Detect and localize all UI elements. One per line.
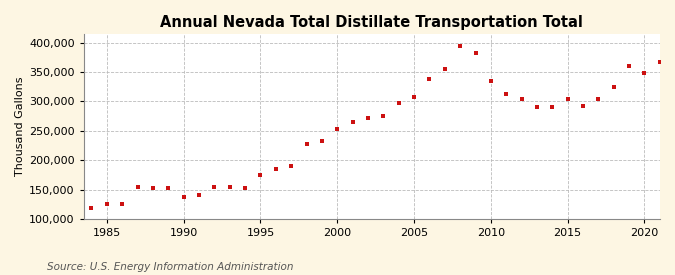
Point xyxy=(240,186,250,191)
Point xyxy=(378,114,389,118)
Text: Source: U.S. Energy Information Administration: Source: U.S. Energy Information Administ… xyxy=(47,262,294,271)
Point xyxy=(578,104,589,108)
Point xyxy=(394,100,404,105)
Point xyxy=(132,185,143,189)
Point xyxy=(608,85,619,89)
Point xyxy=(301,142,312,146)
Point xyxy=(286,164,296,168)
Point xyxy=(117,202,128,206)
Y-axis label: Thousand Gallons: Thousand Gallons xyxy=(15,77,25,176)
Point xyxy=(547,105,558,109)
Point xyxy=(501,92,512,96)
Point xyxy=(148,186,159,191)
Point xyxy=(86,206,97,211)
Point xyxy=(670,56,675,61)
Point xyxy=(531,105,542,109)
Point xyxy=(178,194,189,199)
Point xyxy=(593,96,603,101)
Point xyxy=(424,77,435,81)
Point xyxy=(408,95,419,99)
Point xyxy=(224,185,235,189)
Point xyxy=(362,116,373,120)
Point xyxy=(639,71,650,76)
Point xyxy=(271,167,281,171)
Point xyxy=(332,127,343,131)
Point xyxy=(562,96,573,101)
Point xyxy=(655,59,666,64)
Point xyxy=(470,51,481,56)
Point xyxy=(516,96,527,101)
Point xyxy=(255,173,266,177)
Title: Annual Nevada Total Distillate Transportation Total: Annual Nevada Total Distillate Transport… xyxy=(161,15,583,30)
Point xyxy=(485,79,496,83)
Point xyxy=(194,193,205,198)
Point xyxy=(439,66,450,71)
Point xyxy=(101,202,112,206)
Point xyxy=(455,43,466,48)
Point xyxy=(209,185,220,189)
Point xyxy=(163,186,173,191)
Point xyxy=(624,64,634,68)
Point xyxy=(317,139,327,144)
Point xyxy=(347,120,358,124)
